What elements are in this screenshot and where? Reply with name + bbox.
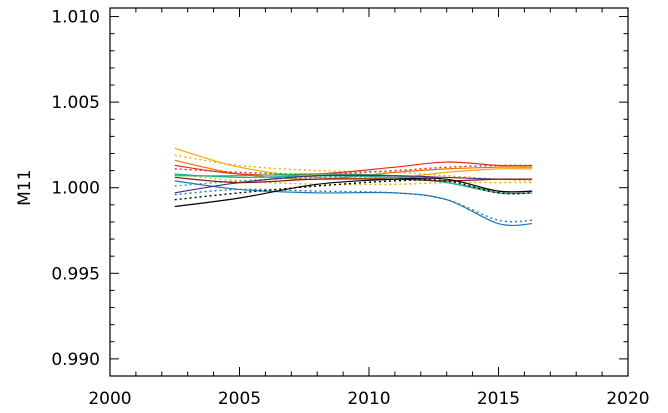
x-tick-label: 2005 [218,389,261,409]
series-layer [174,147,533,227]
x-tick-label: 2000 [88,389,131,409]
series-line-15 [174,179,533,201]
series-line-11 [174,188,533,223]
y-axis-title: M11 [15,170,35,206]
series-line-14 [174,177,533,208]
y-tick-label: 0.990 [51,350,100,370]
series-line-6 [174,173,533,186]
series-line-2 [174,154,533,182]
x-tick-label: 2020 [606,389,649,409]
y-tick-label: 1.005 [51,93,100,113]
series-line-4 [174,161,533,176]
labels-layer: 2000 2005 2010 2015 2020 0.990 0.995 1.000 1.005… [51,8,649,409]
y-tick-label: 0.995 [51,264,100,284]
x-tick-label: 2010 [347,389,390,409]
y-tick-label: 1.000 [51,179,100,199]
series-line-5 [174,164,533,175]
x-tick-label: 2015 [477,389,520,409]
y-tick-label: 1.010 [51,8,100,28]
ticks-layer [109,8,629,377]
